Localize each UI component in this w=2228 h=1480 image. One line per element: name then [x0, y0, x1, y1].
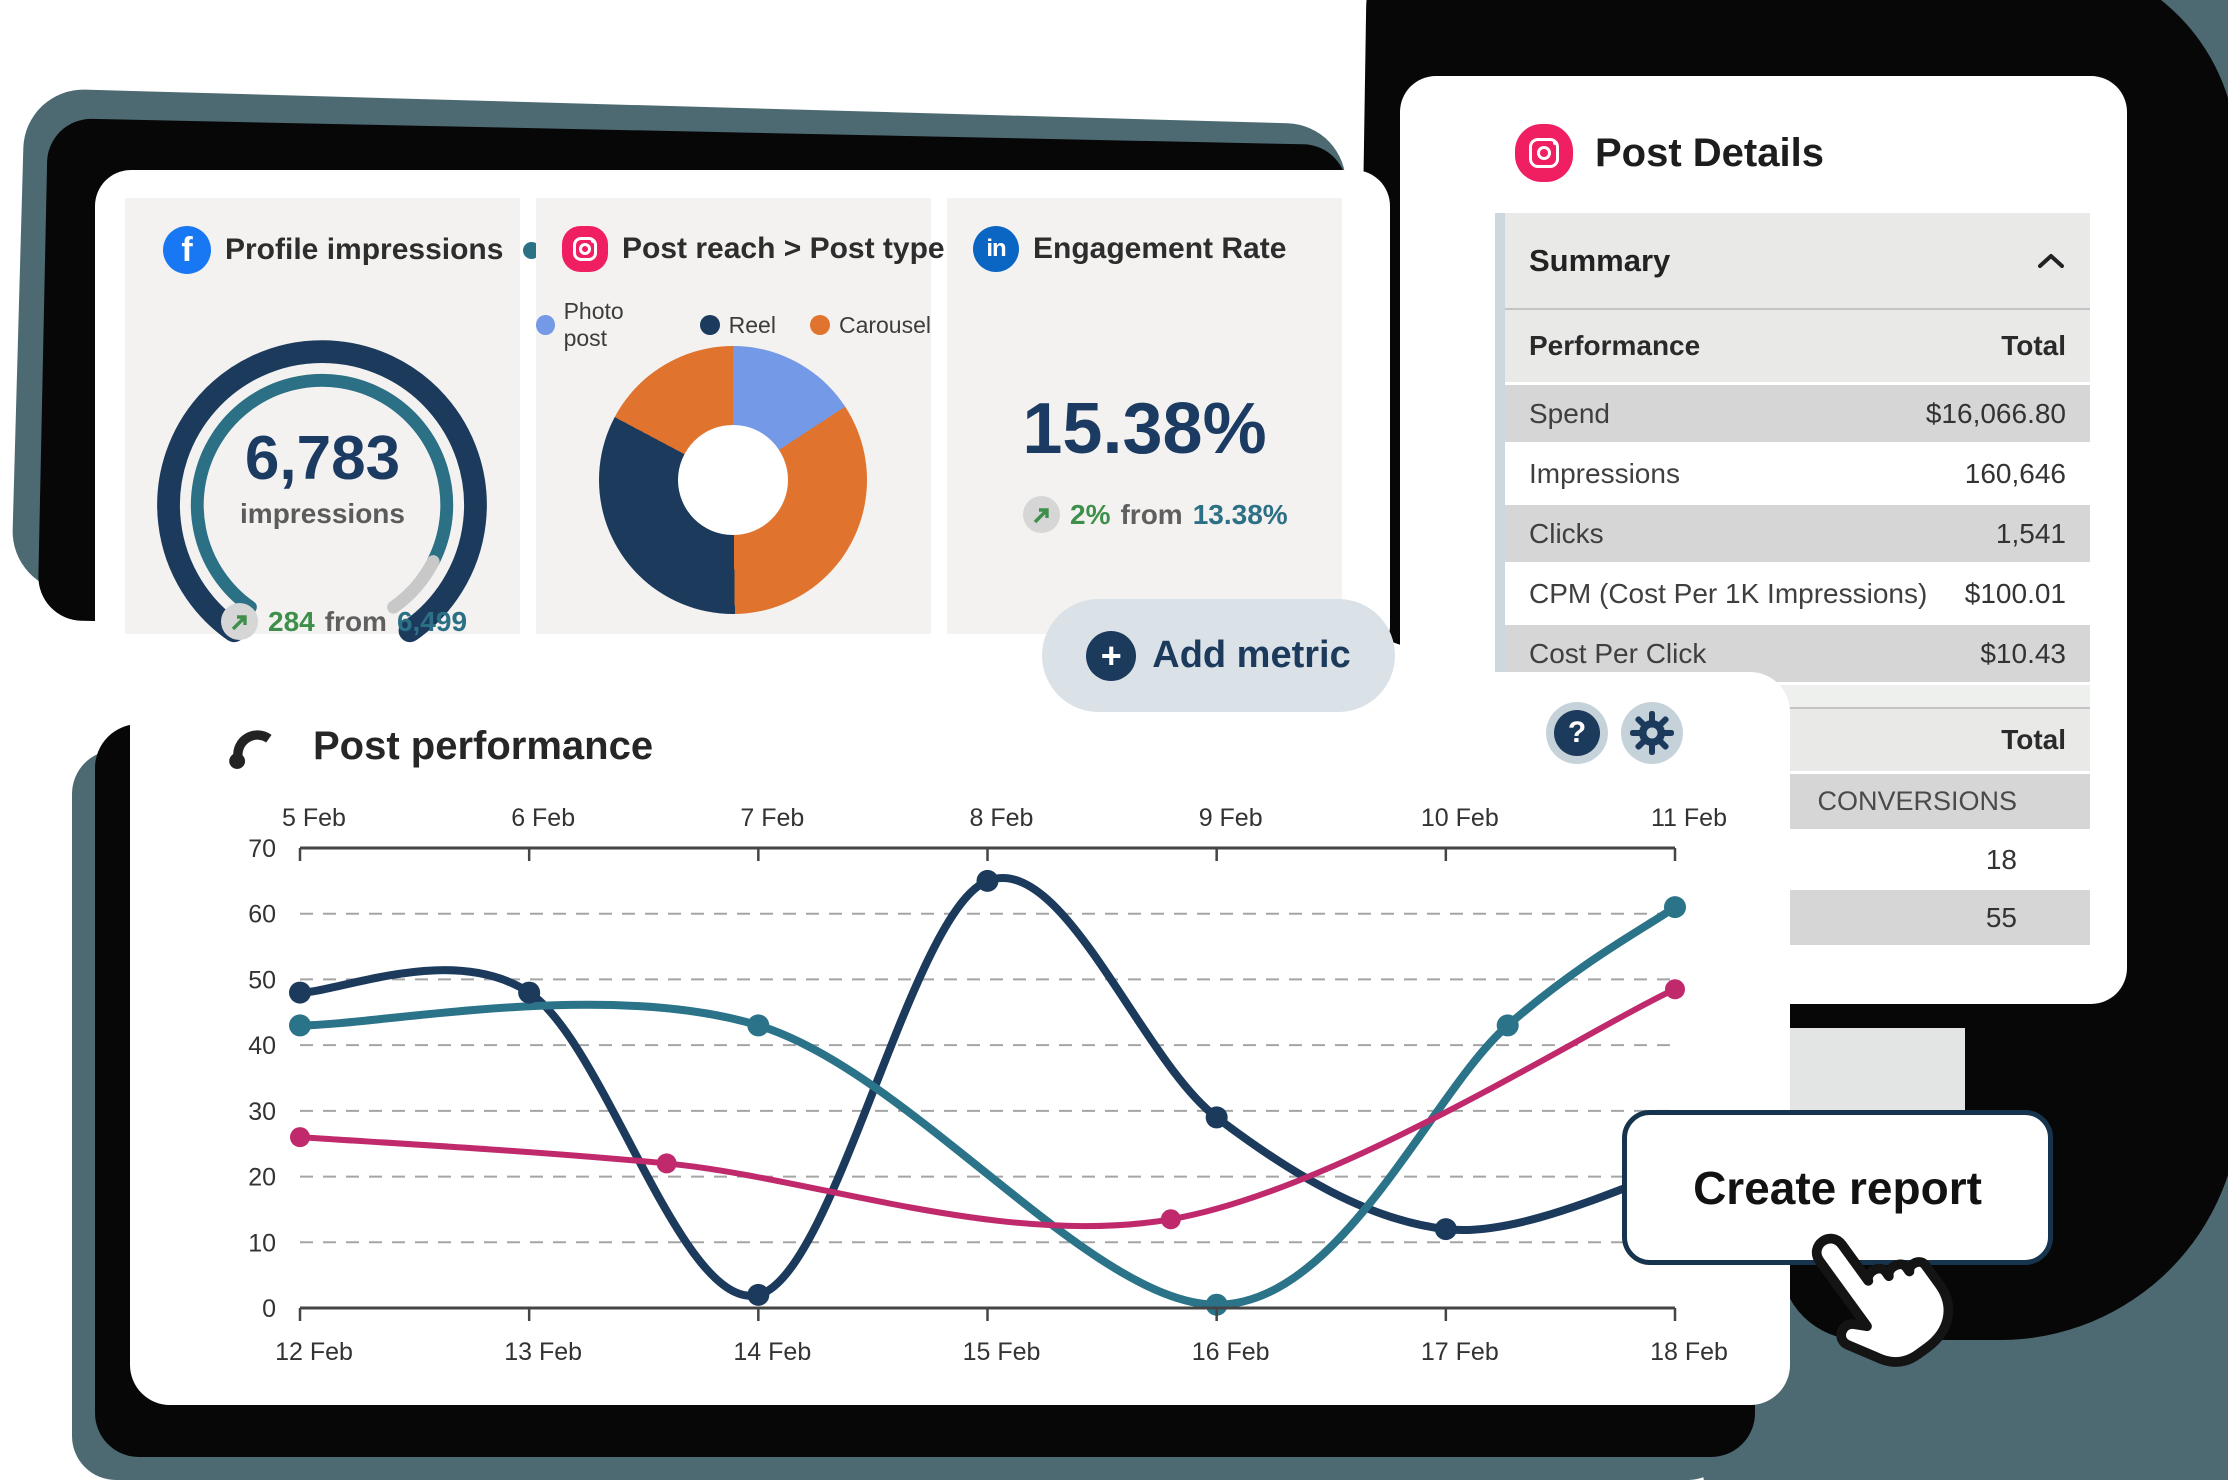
post-performance-card: Post performance ? 5 Feb 6 Fe [130, 672, 1790, 1405]
question-mark-icon: ? [1554, 710, 1600, 756]
gauge-value: 6,783 [244, 424, 401, 493]
data-point [747, 1283, 770, 1306]
data-point [747, 1014, 770, 1037]
help-button[interactable]: ? [1546, 702, 1608, 764]
trend-up-icon [1023, 496, 1060, 533]
tile-profile-impressions: f Profile impressions 6,783 impressions … [125, 198, 541, 643]
x-axis-bottom-label: 16 Feb [1192, 1338, 1270, 1366]
gear-icon [1630, 711, 1674, 755]
y-axis-label: 70 [248, 835, 276, 863]
y-axis-label: 0 [262, 1295, 276, 1323]
divider [1505, 308, 2090, 310]
legend-dot-photo-post [536, 315, 555, 335]
table-row: Clicks 1,541 [1505, 505, 2090, 562]
y-axis-label: 20 [248, 1164, 276, 1192]
tile-title: Engagement Rate [1033, 232, 1287, 265]
table-row: Impressions 160,646 [1505, 445, 2090, 502]
deco-gray-patch [1790, 1028, 1965, 1112]
x-axis-top-label: 10 Feb [1421, 804, 1499, 832]
plus-icon: + [1086, 630, 1137, 681]
summary-label: Summary [1529, 242, 1671, 278]
hand-cursor-icon [1811, 1233, 1954, 1367]
trend-up-icon [221, 603, 258, 640]
divider [1505, 707, 2090, 709]
y-axis-label: 30 [248, 1098, 276, 1126]
legend-item: Photo post [536, 298, 666, 352]
x-axis-bottom-label: 15 Feb [963, 1338, 1041, 1366]
gauge-unit: impressions [240, 498, 405, 529]
x-axis-bottom-label: 17 Feb [1421, 1338, 1499, 1366]
data-point [1205, 1106, 1228, 1129]
table-column-header: Performance Total [1505, 310, 2090, 382]
line-series [296, 903, 1679, 1309]
post-performance-icon [229, 730, 272, 769]
add-metric-button[interactable]: + Add metric [1042, 599, 1395, 712]
delta-value: 2% [1070, 498, 1111, 530]
tile-title: Profile impressions [225, 233, 504, 266]
instagram-icon [1515, 124, 1573, 182]
donut-legend: Photo post Reel Carousel [536, 298, 931, 352]
post-performance-title: Post performance [313, 724, 654, 768]
facebook-icon: f [163, 226, 211, 274]
tile-title: Post reach > Post type [622, 232, 945, 265]
table-row: Cost Per Click $10.43 [1505, 625, 2090, 682]
table-row: CPM (Cost Per 1K Impressions) $100.01 [1505, 565, 2090, 622]
post-performance-plot: 5 Feb 6 Feb 7 Feb 8 Feb 9 Feb 10 Feb 11 Feb 12 … [248, 804, 1728, 1366]
add-metric-label: Add metric [1152, 634, 1351, 676]
data-point [289, 1014, 311, 1037]
x-axis-top-label: 5 Feb [282, 804, 346, 832]
y-axis-label: 40 [248, 1032, 276, 1060]
y-axis-label: 10 [248, 1229, 276, 1257]
x-axis-top-label: 9 Feb [1199, 804, 1263, 832]
create-report-label: Create report [1693, 1161, 1982, 1214]
post-details-table: Summary Performance Total Spend $16,066.… [1495, 213, 2090, 948]
gauge-chart [157, 340, 487, 643]
legend-item: Carousel [809, 312, 931, 339]
legend-item: Reel [699, 312, 776, 339]
data-point [290, 1127, 310, 1148]
delta-value: 284 [268, 605, 315, 637]
post-details-title: Post Details [1595, 130, 1824, 175]
x-axis-top-label: 11 Feb [1651, 804, 1727, 832]
data-point [1160, 1209, 1181, 1230]
data-point [1496, 1014, 1519, 1037]
delta-from-label: from [324, 605, 387, 637]
x-axis-bottom-label: 14 Feb [733, 1338, 811, 1366]
data-point [976, 869, 999, 892]
y-axis-label: 50 [248, 966, 276, 994]
instagram-icon [562, 226, 608, 272]
x-axis-top-label: 8 Feb [970, 804, 1034, 832]
settings-button[interactable] [1621, 702, 1683, 764]
table-row: Spend $16,066.80 [1505, 385, 2090, 442]
data-point [1205, 1293, 1228, 1316]
data-point [1434, 1218, 1457, 1241]
line-series [297, 986, 1678, 1230]
legend-dot-carousel [809, 315, 830, 335]
data-point [289, 981, 311, 1004]
data-point [1665, 979, 1685, 1000]
line-series [296, 874, 1679, 1300]
tile-engagement-rate: in Engagement Rate 15.38% 2% from 13.38% [947, 198, 1342, 634]
data-point [656, 1153, 677, 1174]
delta-from-label: from [1120, 498, 1183, 530]
legend-dot-reel [699, 315, 720, 335]
tile-post-reach: Post reach > Post type Photo post Reel C… [536, 198, 945, 634]
engagement-value: 15.38% [1022, 389, 1267, 469]
summary-header-row[interactable]: Summary [1505, 213, 2090, 308]
linkedin-icon: in [973, 226, 1019, 272]
data-point [1664, 896, 1686, 919]
y-axis-label: 60 [248, 901, 276, 929]
data-point [518, 981, 541, 1004]
donut-hole [678, 425, 788, 535]
x-axis-bottom-label: 18 Feb [1650, 1338, 1728, 1366]
x-axis-bottom-label: 13 Feb [504, 1338, 582, 1366]
x-axis-bottom-label: 12 Feb [275, 1338, 353, 1366]
delta-baseline: 6,499 [396, 605, 468, 637]
x-axis-top-label: 6 Feb [511, 804, 575, 832]
chevron-up-icon[interactable] [2036, 252, 2066, 270]
delta-baseline: 13.38% [1192, 498, 1288, 530]
x-axis-top-label: 7 Feb [740, 804, 804, 832]
